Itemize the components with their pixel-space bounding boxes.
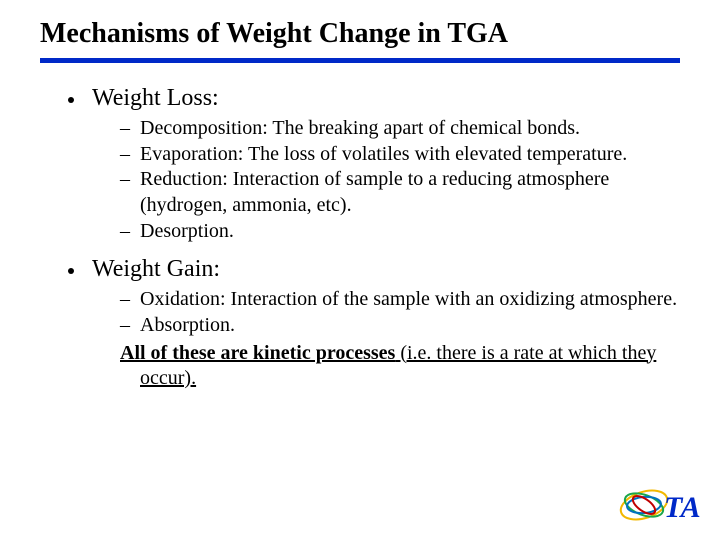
sub-item-text: Absorption. — [140, 313, 235, 339]
list-item: –Oxidation: Interaction of the sample wi… — [120, 287, 680, 313]
bullet-weight-gain: Weight Gain: — [40, 254, 680, 285]
dash-icon: – — [120, 287, 130, 313]
sub-item-text: Reduction: Interaction of sample to a re… — [140, 167, 680, 218]
logo-text: TA — [664, 491, 701, 524]
closing-statement: All of these are kinetic processes (i.e.… — [60, 341, 680, 392]
sub-item-text: Evaporation: The loss of volatiles with … — [140, 142, 627, 168]
sub-item-text: Decomposition: The breaking apart of che… — [140, 116, 580, 142]
sub-item-text: Desorption. — [140, 219, 234, 245]
bullet-heading: Weight Loss: — [92, 83, 219, 114]
list-item: –Absorption. — [120, 313, 680, 339]
closing-bold: All of these are kinetic processes — [120, 342, 395, 364]
sub-list-weight-gain: –Oxidation: Interaction of the sample wi… — [40, 287, 680, 338]
title-rule — [40, 58, 680, 63]
dash-icon: – — [120, 142, 130, 168]
dash-icon: – — [120, 219, 130, 245]
sub-list-weight-loss: –Decomposition: The breaking apart of ch… — [40, 116, 680, 244]
bullet-dot-icon — [68, 268, 74, 274]
bullet-heading: Weight Gain: — [92, 254, 220, 285]
list-item: –Evaporation: The loss of volatiles with… — [120, 142, 680, 168]
list-item: –Reduction: Interaction of sample to a r… — [120, 167, 680, 218]
bullet-weight-loss: Weight Loss: — [40, 83, 680, 114]
sub-item-text: Oxidation: Interaction of the sample wit… — [140, 287, 677, 313]
dash-icon: – — [120, 167, 130, 193]
list-item: –Desorption. — [120, 219, 680, 245]
ta-logo-icon: TA — [616, 480, 706, 530]
slide-title: Mechanisms of Weight Change in TGA — [40, 18, 680, 50]
bullet-dot-icon — [68, 97, 74, 103]
dash-icon: – — [120, 313, 130, 339]
dash-icon: – — [120, 116, 130, 142]
list-item: –Decomposition: The breaking apart of ch… — [120, 116, 680, 142]
